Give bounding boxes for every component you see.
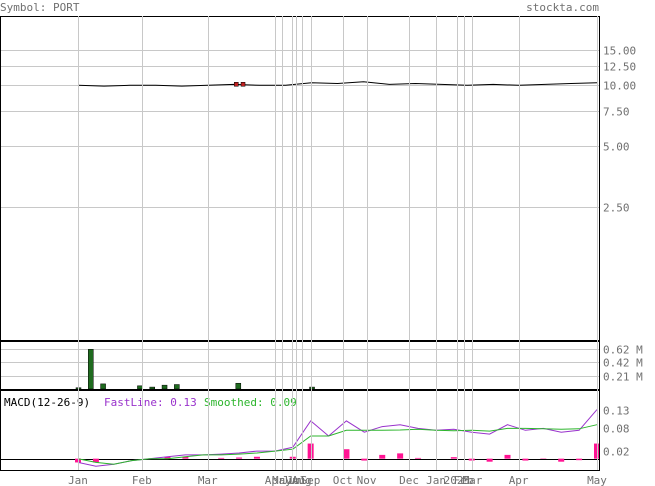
volume-bar <box>235 382 242 390</box>
price-tick-label: 15.00 <box>603 45 636 58</box>
fastline-label: FastLine: 0.13 <box>104 396 197 409</box>
site-link[interactable]: stockta.com <box>526 1 599 14</box>
macd-label: MACD(12-26-9) <box>4 396 90 409</box>
x-tick-label: Apr <box>509 474 529 486</box>
x-tick-label: Mar <box>198 474 218 486</box>
macd-fastline <box>77 409 598 467</box>
price-tick-label: 12.50 <box>603 61 636 74</box>
x-tick-label: Mar <box>463 474 483 486</box>
volume-bar <box>100 383 106 390</box>
macd-histogram-bar <box>92 458 99 463</box>
macd-histogram-bar <box>468 458 475 461</box>
symbol-label: Symbol: PORT <box>0 1 80 14</box>
x-tick-label: Aug <box>292 474 312 486</box>
macd-histogram-bar <box>343 449 350 459</box>
macd-histogram-bar <box>522 458 529 461</box>
x-tick-label: Sep <box>301 474 321 486</box>
x-tick-label: Jun <box>282 474 302 486</box>
price-line <box>77 81 598 87</box>
macd-histogram-bar <box>576 458 583 461</box>
x-tick-label: Jan <box>68 474 88 486</box>
x-tick-label: Apr <box>265 474 285 486</box>
x-tick-label: Feb <box>454 474 474 486</box>
x-tick-label: Jul <box>287 474 307 486</box>
volume-tick-label: 0.42 M <box>603 357 643 370</box>
macd-tick-label: 0.08 <box>603 423 630 436</box>
macd-panel: MACD(12-26-9) FastLine: 0.13 Smoothed: 0… <box>0 390 630 471</box>
price-marker <box>240 82 246 87</box>
macd-histogram-bar <box>218 457 225 459</box>
macd-histogram-bar <box>558 458 565 462</box>
macd-histogram-bar <box>397 453 404 459</box>
volume-bar <box>149 386 156 390</box>
volume-tick-label: 0.62 M <box>603 344 643 357</box>
macd-histogram-bar <box>236 457 243 459</box>
smoothed-label: Smoothed: 0.09 <box>204 396 297 409</box>
price-tick-label: 2.50 <box>603 202 630 215</box>
macd-histogram-bar <box>486 458 493 462</box>
x-tick-label: Oct <box>333 474 353 486</box>
x-tick-label: May <box>272 474 292 486</box>
macd-histogram-bar <box>253 456 260 459</box>
macd-histogram-bar <box>182 456 189 459</box>
macd-histogram-bar <box>361 458 368 461</box>
macd-histogram-bar <box>450 457 457 459</box>
x-tick-label: Feb <box>132 474 152 486</box>
macd-histogram-bar <box>164 456 171 459</box>
macd-histogram-bar <box>379 454 386 459</box>
volume-panel: 0.62 M0.42 M0.21 M <box>0 341 643 390</box>
volume-bar <box>174 384 180 390</box>
macd-histogram-bar <box>307 443 314 459</box>
price-panel: 15.00 12.50 10.00 7.50 5.00 2.50 <box>0 16 636 341</box>
volume-bar <box>88 349 94 390</box>
volume-tick-label: 0.21 M <box>603 371 643 384</box>
price-tick-label: 7.50 <box>603 106 630 119</box>
x-tick-label: May <box>587 474 607 486</box>
price-tick-label: 5.00 <box>603 141 630 154</box>
volume-bar <box>161 384 168 390</box>
price-marker <box>234 82 239 87</box>
volume-bar <box>309 386 315 390</box>
x-tick-label: Nov <box>357 474 377 486</box>
macd-histogram-bar <box>415 457 422 459</box>
volume-frame <box>0 341 600 390</box>
macd-histogram-bar <box>504 454 511 459</box>
x-tick-label: Dec <box>399 474 419 486</box>
price-tick-label: 10.00 <box>603 80 636 93</box>
macd-frame <box>0 390 600 471</box>
x-tick-label: Jan <box>426 474 446 486</box>
price-frame <box>0 16 600 341</box>
macd-smoothed-line <box>77 424 598 465</box>
macd-tick-label: 0.13 <box>603 405 630 418</box>
x-tick-label: 2025 <box>444 474 471 486</box>
macd-tick-label: 0.02 <box>603 446 630 459</box>
volume-bar <box>137 385 143 390</box>
